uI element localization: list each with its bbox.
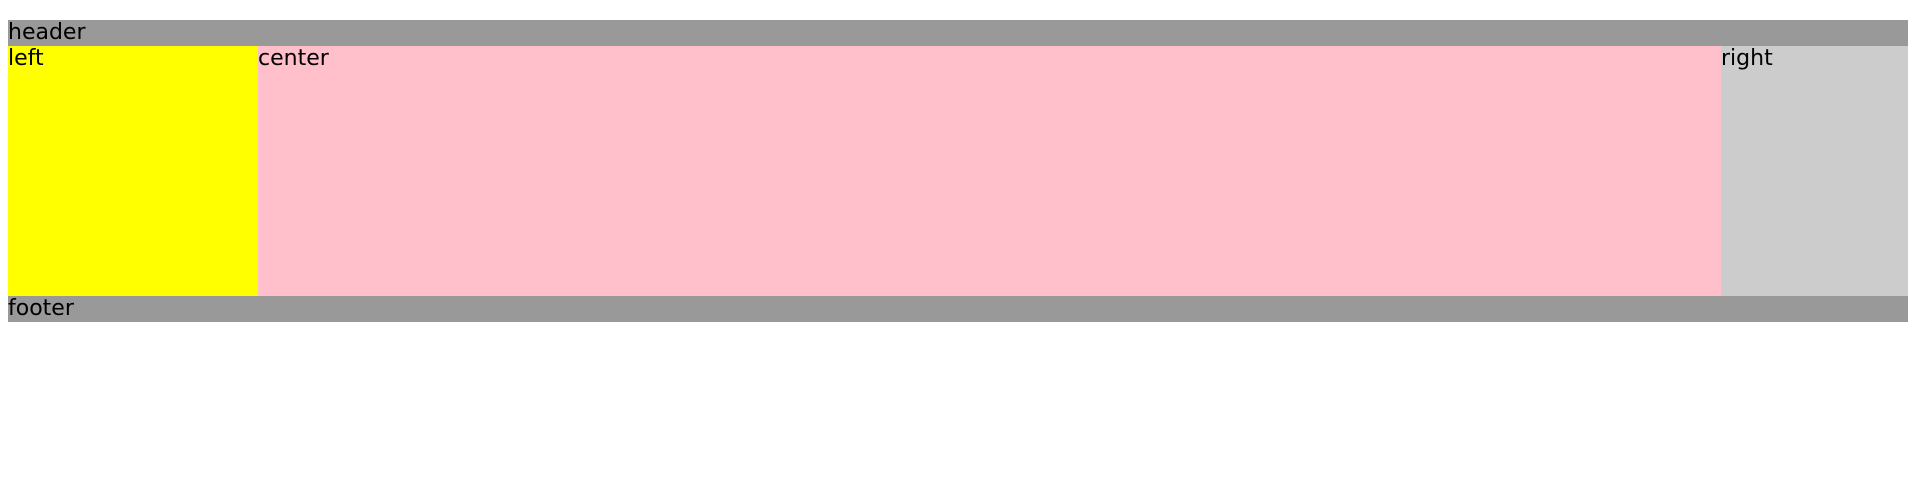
header-region: header bbox=[8, 20, 1908, 46]
center-label: center bbox=[258, 46, 329, 71]
middle-row: left center right bbox=[8, 46, 1908, 296]
layout-container: header left center right footer bbox=[8, 20, 1908, 322]
right-label: right bbox=[1721, 46, 1773, 71]
header-label: header bbox=[8, 20, 86, 45]
left-label: left bbox=[8, 46, 44, 71]
footer-region: footer bbox=[8, 296, 1908, 322]
center-column: center bbox=[258, 46, 1721, 296]
footer-label: footer bbox=[8, 296, 74, 321]
right-column: right bbox=[1721, 46, 1908, 296]
left-column: left bbox=[8, 46, 258, 296]
